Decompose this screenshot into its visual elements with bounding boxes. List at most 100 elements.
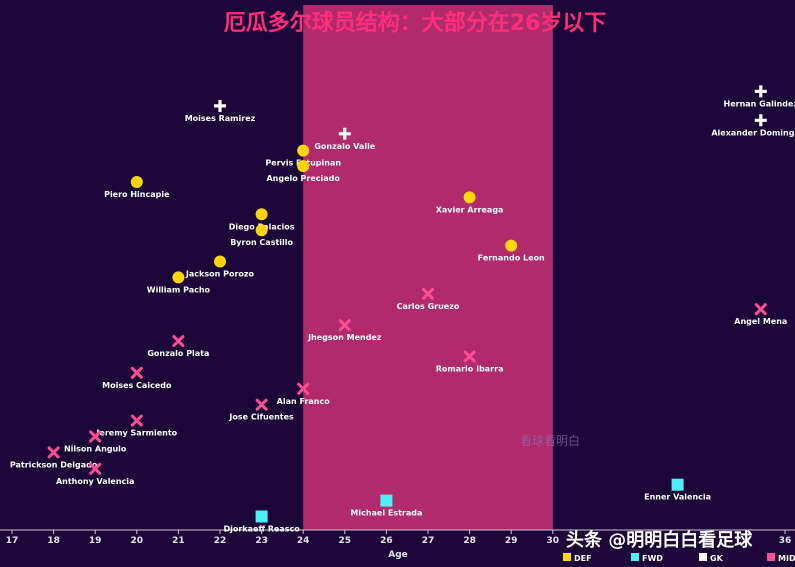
legend-item: GK <box>699 553 724 563</box>
def-marker <box>172 271 185 284</box>
def-marker <box>297 144 310 157</box>
player-label: Alan Franco <box>277 397 331 406</box>
player-point: Anthony Valencia <box>56 462 135 486</box>
mid-marker <box>422 287 434 300</box>
x-tick-label: 21 <box>172 536 185 546</box>
player-point: Jose Cifuentes <box>228 398 294 422</box>
player-point: Byron Castillo <box>230 224 294 247</box>
player-point: Xavier Arreaga <box>436 191 504 214</box>
player-label: Moises Caicedo <box>102 381 172 390</box>
player-label: Hernan Galindez <box>724 99 795 108</box>
player-point: Carlos Gruezo <box>397 287 460 311</box>
legend: DEF FWD GK MID <box>563 553 795 563</box>
player-point: Michael Estrada <box>350 494 422 518</box>
legend-label: DEF <box>574 554 592 563</box>
player-point: Jackson Porozo <box>185 255 255 279</box>
fwd-marker <box>380 494 393 507</box>
mid-marker <box>89 462 102 475</box>
legend-swatch <box>699 553 707 561</box>
player-point: Angelo Preciado <box>266 160 340 183</box>
highlight-band-layer <box>303 5 553 530</box>
x-tick-label: 36 <box>779 536 792 546</box>
legend-label: GK <box>710 554 724 563</box>
player-label: Angel Mena <box>734 317 787 326</box>
player-label: Djorkaeff Reasco <box>223 525 300 534</box>
x-tick-label: 22 <box>214 536 227 546</box>
player-label: William Pacho <box>147 285 211 294</box>
player-label: Anthony Valencia <box>56 477 135 486</box>
def-marker <box>214 255 226 268</box>
player-label: Xavier Arreaga <box>436 205 504 214</box>
legend-swatch <box>767 553 775 561</box>
mid-marker <box>338 319 351 332</box>
fwd-marker <box>671 478 684 491</box>
age-highlight-band <box>303 5 553 530</box>
x-tick-label: 23 <box>255 536 268 546</box>
mid-marker <box>47 446 60 459</box>
x-tick-label: 18 <box>47 536 60 546</box>
legend-item: DEF <box>563 553 592 563</box>
x-tick-label: 26 <box>380 536 393 546</box>
x-tick-label: 20 <box>131 536 144 546</box>
player-point: Gonzalo Valle <box>314 127 376 151</box>
watermark-center: 看球看明白 <box>520 433 580 448</box>
x-tick-label: 25 <box>339 536 352 546</box>
player-point: Gonzalo Plata <box>147 335 209 358</box>
player-point: William Pacho <box>147 271 211 294</box>
player-label: Jhegson Mendez <box>307 333 382 342</box>
legend-swatch <box>563 553 571 561</box>
player-point: Hernan Galindez <box>724 85 795 108</box>
player-point: Djorkaeff Reasco <box>223 510 300 534</box>
player-point: Piero Hincapie <box>104 175 170 199</box>
player-label: Alexander Dominguez <box>711 128 795 137</box>
mid-marker <box>297 382 310 395</box>
legend-item: FWD <box>631 553 663 563</box>
player-point: Patrickson Delgado <box>10 446 98 469</box>
gk-marker <box>754 85 767 98</box>
watermark-corner: 头条 @明明白白看足球 <box>566 529 753 551</box>
def-marker <box>463 191 476 204</box>
x-tick-label: 17 <box>6 536 19 546</box>
legend-label: MID <box>778 554 795 563</box>
x-tick-label: 27 <box>422 536 435 546</box>
player-point: Alan Franco <box>277 382 331 406</box>
gk-marker <box>754 114 767 127</box>
mid-marker <box>754 303 767 316</box>
gk-marker <box>338 127 351 140</box>
def-marker <box>255 208 268 221</box>
player-point: Romario Ibarra <box>436 350 503 373</box>
mid-marker <box>130 414 143 427</box>
x-tick-layer: 17 18 19 20 21 22 23 24 25 26 27 28 29 30 36 <box>6 530 792 546</box>
chart-title: 厄瓜多尔球员结构：大部分在26岁以下 <box>224 10 607 36</box>
legend-item: MID <box>767 553 795 563</box>
player-label: Piero Hincapie <box>104 190 170 199</box>
x-axis-label: Age <box>388 550 408 560</box>
player-point: Jeremy Sarmiento <box>95 414 178 438</box>
player-point: Angel Mena <box>734 303 787 326</box>
mid-marker <box>255 398 268 411</box>
player-point: Moises Ramirez <box>185 99 256 123</box>
player-label: Fernando Leon <box>478 254 545 263</box>
points-layer: Hernan Galindez Alexander Dominguez Moises… <box>10 85 795 534</box>
player-label: Enner Valencia <box>644 493 711 502</box>
player-label: Angelo Preciado <box>266 174 340 183</box>
player-label: Nilson Angulo <box>64 444 127 453</box>
legend-label: FWD <box>642 554 663 563</box>
gk-marker <box>214 99 226 112</box>
player-label: Jeremy Sarmiento <box>95 429 177 438</box>
def-marker <box>505 239 518 252</box>
player-point: Moises Caicedo <box>102 366 172 390</box>
player-label: Michael Estrada <box>350 509 422 518</box>
x-tick-label: 19 <box>89 536 102 546</box>
x-tick-label: 29 <box>505 536 518 546</box>
player-point: Enner Valencia <box>644 478 711 502</box>
fwd-marker <box>255 510 268 523</box>
mid-marker <box>463 350 476 363</box>
mid-marker <box>130 366 143 379</box>
player-label: Byron Castillo <box>230 238 293 247</box>
player-label: Gonzalo Plata <box>147 349 209 358</box>
player-label: Jose Cifuentes <box>228 413 294 422</box>
def-marker <box>255 224 268 237</box>
player-point: Fernando Leon <box>478 239 545 263</box>
player-label: Patrickson Delgado <box>10 460 98 469</box>
